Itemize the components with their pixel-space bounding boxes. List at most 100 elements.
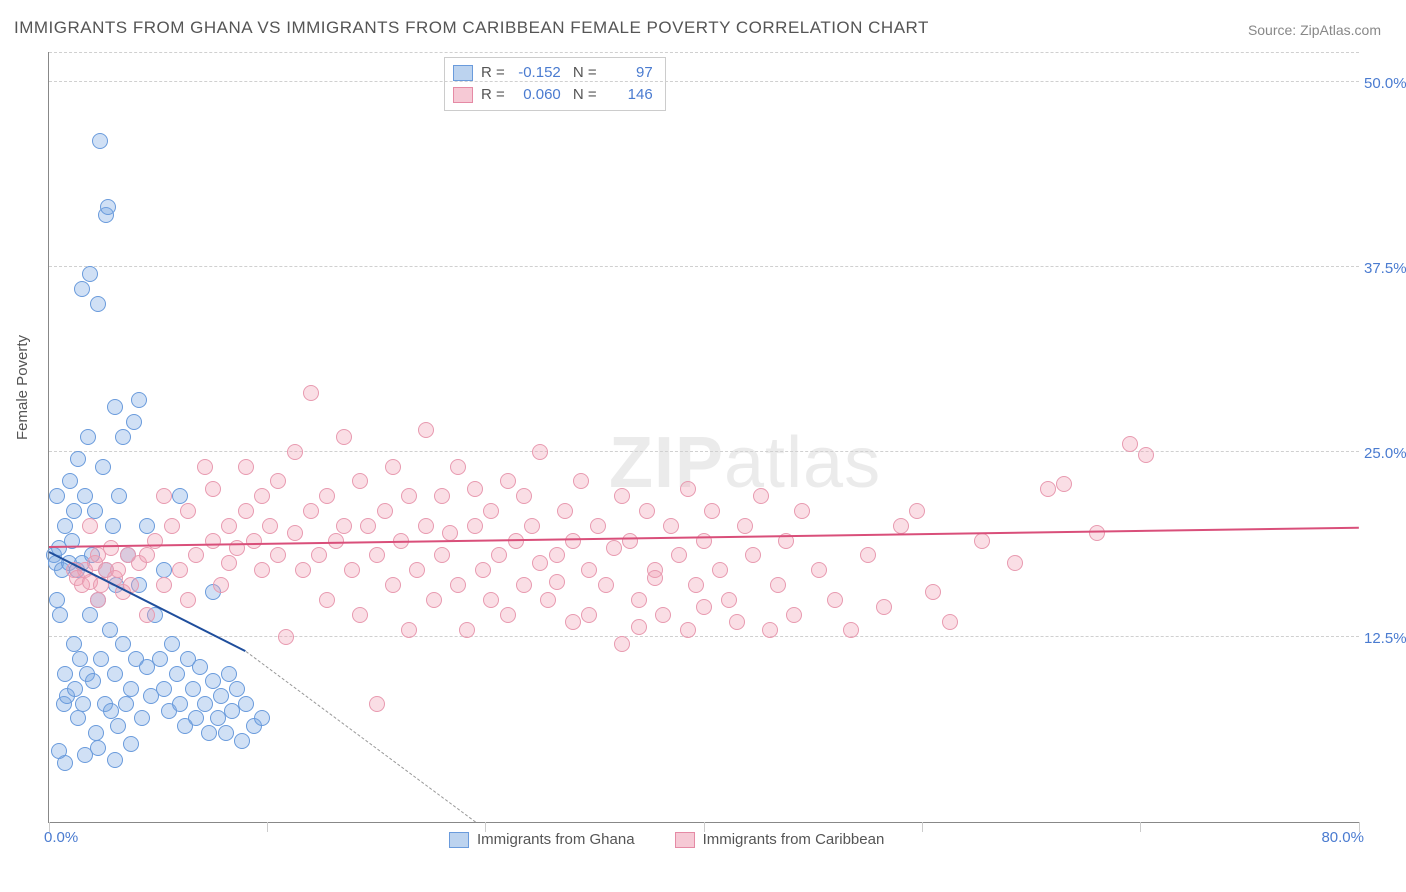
point-ghana [172, 696, 188, 712]
point-caribbean [434, 488, 450, 504]
point-caribbean [459, 622, 475, 638]
point-caribbean [549, 547, 565, 563]
stats-row-caribbean: R = 0.060 N = 146 [453, 84, 653, 106]
point-ghana [192, 659, 208, 675]
point-caribbean [704, 503, 720, 519]
x-tick [1140, 822, 1141, 832]
point-caribbean [434, 547, 450, 563]
point-caribbean [614, 636, 630, 652]
point-caribbean [139, 547, 155, 563]
legend-item-caribbean: Immigrants from Caribbean [675, 831, 885, 848]
point-caribbean [794, 503, 810, 519]
point-caribbean [352, 607, 368, 623]
chart-title: IMMIGRANTS FROM GHANA VS IMMIGRANTS FROM… [14, 18, 929, 38]
point-caribbean [450, 577, 466, 593]
point-caribbean [319, 592, 335, 608]
point-caribbean [500, 473, 516, 489]
point-ghana [197, 696, 213, 712]
point-ghana [82, 607, 98, 623]
gridline [49, 266, 1359, 267]
point-ghana [110, 718, 126, 734]
point-caribbean [164, 518, 180, 534]
point-caribbean [1138, 447, 1154, 463]
point-ghana [118, 696, 134, 712]
point-caribbean [369, 696, 385, 712]
point-ghana [52, 607, 68, 623]
legend-label-ghana: Immigrants from Ghana [477, 831, 635, 848]
point-caribbean [737, 518, 753, 534]
point-caribbean [336, 518, 352, 534]
point-ghana [107, 666, 123, 682]
legend-item-ghana: Immigrants from Ghana [449, 831, 635, 848]
point-caribbean [631, 592, 647, 608]
point-caribbean [295, 562, 311, 578]
point-ghana [93, 651, 109, 667]
point-caribbean [573, 473, 589, 489]
point-caribbean [581, 607, 597, 623]
point-caribbean [139, 607, 155, 623]
y-tick-label: 25.0% [1364, 445, 1406, 462]
point-caribbean [1056, 476, 1072, 492]
point-caribbean [893, 518, 909, 534]
point-caribbean [516, 577, 532, 593]
point-ghana [115, 429, 131, 445]
legend-swatch-ghana [449, 832, 469, 848]
point-ghana [234, 733, 250, 749]
point-caribbean [491, 547, 507, 563]
point-caribbean [197, 459, 213, 475]
point-caribbean [860, 547, 876, 563]
point-caribbean [557, 503, 573, 519]
point-ghana [80, 429, 96, 445]
point-caribbean [1040, 481, 1056, 497]
point-ghana [67, 681, 83, 697]
point-ghana [126, 414, 142, 430]
point-caribbean [328, 533, 344, 549]
point-ghana [82, 266, 98, 282]
point-caribbean [188, 547, 204, 563]
point-caribbean [614, 488, 630, 504]
point-caribbean [500, 607, 516, 623]
point-caribbean [270, 473, 286, 489]
point-ghana [123, 736, 139, 752]
y-tick-label: 37.5% [1364, 260, 1406, 277]
point-caribbean [467, 518, 483, 534]
point-caribbean [303, 385, 319, 401]
watermark: ZIPatlas [609, 422, 881, 504]
point-caribbean [696, 533, 712, 549]
point-caribbean [418, 518, 434, 534]
point-caribbean [278, 629, 294, 645]
point-caribbean [221, 555, 237, 571]
point-caribbean [671, 547, 687, 563]
point-caribbean [909, 503, 925, 519]
point-caribbean [606, 540, 622, 556]
point-ghana [254, 710, 270, 726]
point-caribbean [221, 518, 237, 534]
x-tick [485, 822, 486, 832]
point-caribbean [90, 592, 106, 608]
point-caribbean [1122, 436, 1138, 452]
point-ghana [102, 622, 118, 638]
point-caribbean [82, 518, 98, 534]
r-value-caribbean: 0.060 [513, 84, 561, 106]
point-ghana [210, 710, 226, 726]
point-ghana [100, 199, 116, 215]
point-caribbean [639, 503, 655, 519]
chart-plot-area: ZIPatlas R = -0.152 N = 97 R = 0.060 N =… [48, 52, 1359, 823]
point-caribbean [811, 562, 827, 578]
point-caribbean [409, 562, 425, 578]
point-caribbean [516, 488, 532, 504]
point-ghana [92, 133, 108, 149]
point-caribbean [532, 444, 548, 460]
point-caribbean [540, 592, 556, 608]
point-caribbean [598, 577, 614, 593]
point-caribbean [377, 503, 393, 519]
point-ghana [185, 681, 201, 697]
point-caribbean [156, 577, 172, 593]
point-ghana [107, 752, 123, 768]
point-caribbean [696, 599, 712, 615]
point-caribbean [426, 592, 442, 608]
legend-swatch-caribbean [675, 832, 695, 848]
point-caribbean [319, 488, 335, 504]
point-ghana [218, 725, 234, 741]
point-caribbean [1089, 525, 1105, 541]
